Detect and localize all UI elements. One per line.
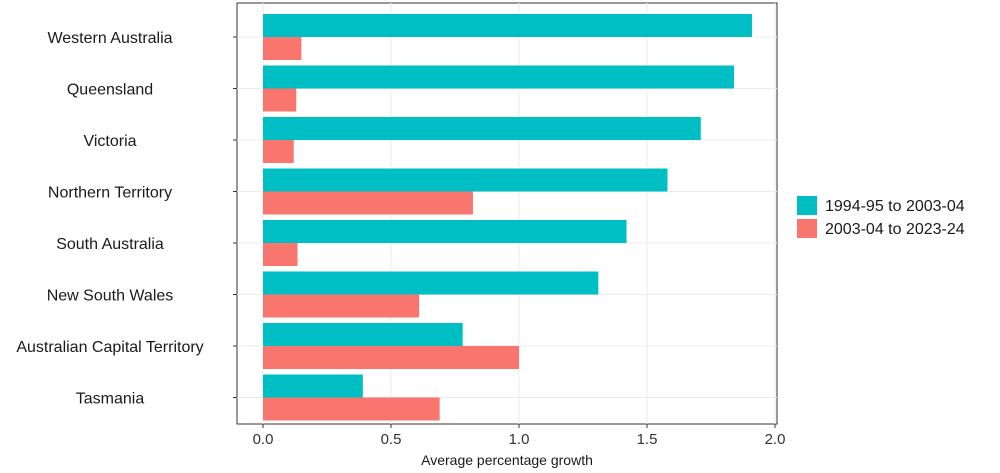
legend-swatch — [797, 219, 817, 238]
category-label: Western Australia — [47, 30, 172, 47]
category-label: South Australia — [56, 236, 164, 253]
bar-series2 — [263, 397, 440, 421]
x-tick-label: 2.0 — [765, 431, 786, 448]
bar-series1 — [263, 117, 701, 140]
x-tick-label: 0.0 — [253, 431, 274, 448]
bar-series2 — [263, 294, 420, 318]
bar-series2 — [263, 140, 294, 163]
x-tick-label: 0.5 — [381, 431, 402, 448]
x-tick-label: 1.5 — [637, 431, 658, 448]
bar-series2 — [263, 346, 519, 369]
bar-series2 — [263, 191, 473, 215]
legend-label: 2003-04 to 2023-24 — [825, 221, 965, 238]
x-axis-ticks: 0.0 0.5 1.0 1.5 2.0 — [233, 36, 786, 448]
bar-series1 — [263, 374, 363, 398]
legend: 1994-95 to 2003-04 2003-04 to 2023-24 — [797, 196, 965, 238]
x-tick-label: 1.0 — [509, 431, 530, 448]
bar-series1 — [263, 220, 627, 243]
bar-series1 — [263, 168, 668, 192]
bar-series2 — [263, 243, 298, 266]
category-label: Victoria — [83, 133, 136, 150]
bar-series1 — [263, 14, 752, 37]
y-axis-category-labels: Western Australia Queensland Victoria North… — [16, 30, 203, 408]
category-label: New South Wales — [47, 288, 174, 305]
bar-series1 — [263, 323, 463, 346]
category-label: Tasmania — [76, 391, 145, 408]
bar-series2 — [263, 88, 297, 112]
legend-swatch — [797, 196, 817, 215]
bar-series1 — [263, 271, 599, 295]
category-label: Queensland — [67, 82, 153, 99]
legend-label: 1994-95 to 2003-04 — [825, 198, 965, 215]
category-label: Australian Capital Territory — [16, 339, 203, 356]
bar-series2 — [263, 37, 302, 60]
category-label: Northern Territory — [48, 185, 172, 202]
x-axis-title: Average percentage growth — [421, 452, 593, 468]
bars — [263, 14, 752, 421]
bar-series1 — [263, 65, 735, 89]
